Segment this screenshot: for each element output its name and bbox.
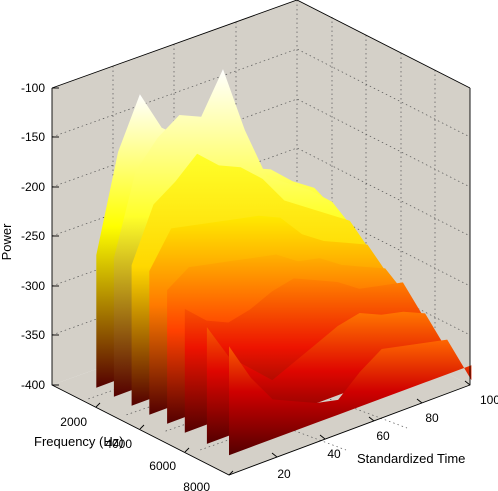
x-tick-label: 6000	[149, 459, 176, 473]
z-tick-label: -400	[21, 378, 45, 392]
power-surface	[96, 69, 472, 456]
z-tick-label: -250	[21, 229, 45, 243]
y-tick-label: 20	[277, 467, 291, 481]
z-tick-label: -300	[21, 279, 45, 293]
y-tick-label: 100	[480, 393, 498, 407]
x-axis-label: Frequency (Hz)	[34, 434, 124, 449]
y-axis-label: Standardized Time	[357, 451, 465, 466]
z-tick-label: -350	[21, 328, 45, 342]
z-tick-label: -100	[21, 81, 45, 95]
x-tick-label: 2000	[60, 415, 87, 429]
x-tick-label: 8000	[183, 480, 210, 491]
tick-marks	[52, 87, 471, 476]
x-tick-labels: 2000 4000 6000 8000	[60, 415, 210, 491]
y-tick-label: 40	[327, 447, 341, 461]
z-axis-label: Power	[0, 223, 14, 261]
z-tick-label: -200	[21, 180, 45, 194]
x-tick-label: 4000	[105, 437, 132, 451]
y-tick-label: 60	[376, 429, 390, 443]
y-tick-labels: 20 40 60 80 100	[277, 393, 498, 481]
z-tick-labels: -100 -150 -200 -250 -300 -350 -400	[21, 81, 45, 392]
y-tick-label: 80	[425, 411, 439, 425]
z-tick-label: -150	[21, 130, 45, 144]
surface-ridge	[229, 339, 472, 456]
